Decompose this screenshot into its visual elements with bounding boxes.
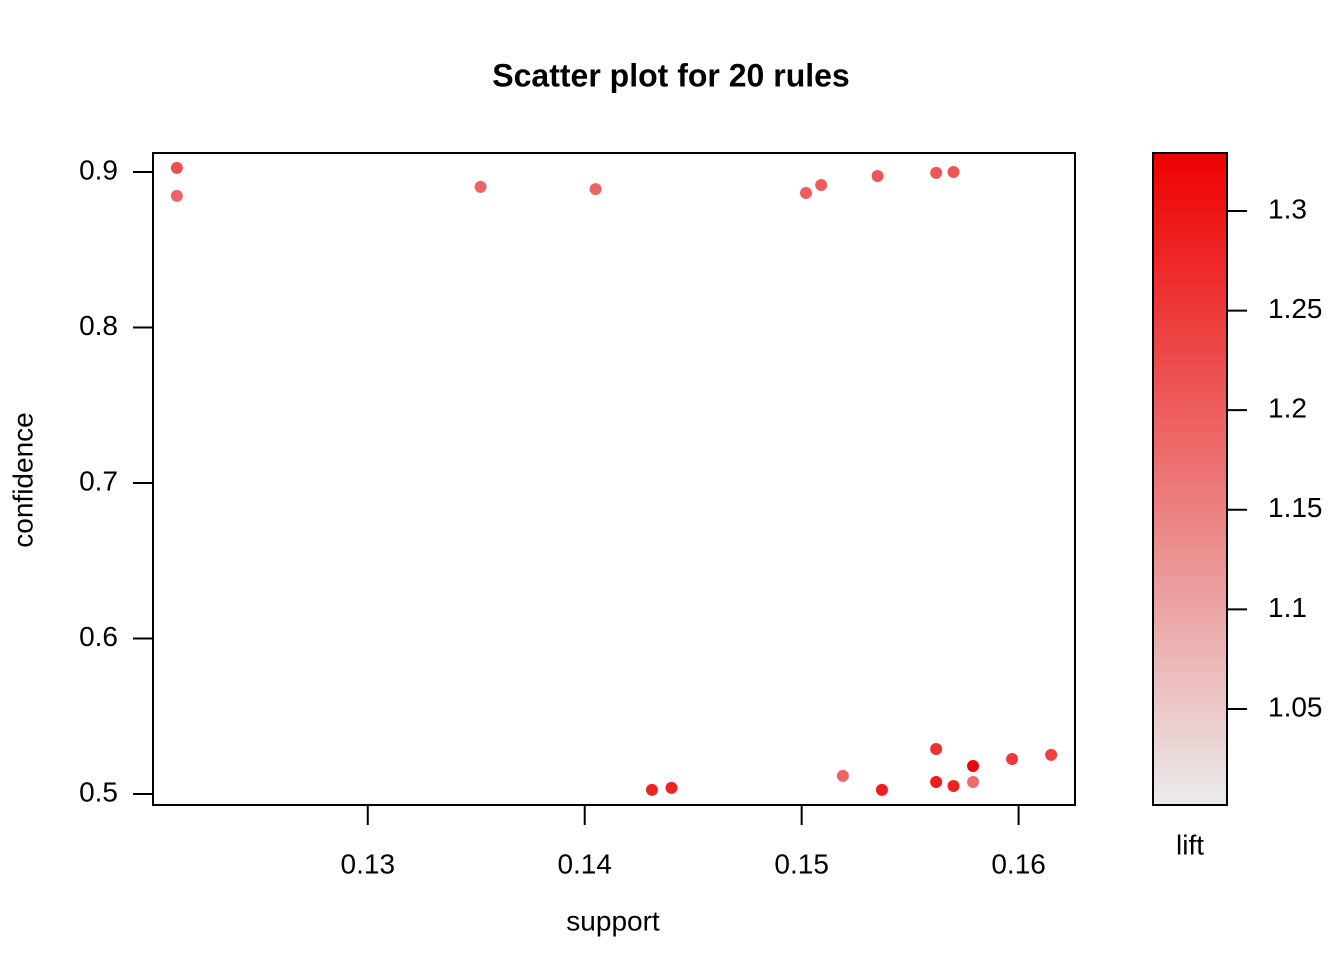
- point: [930, 743, 943, 756]
- point: [967, 759, 980, 772]
- point: [947, 780, 960, 793]
- colorbar-tick-label: 1.3: [1268, 193, 1307, 224]
- point: [665, 781, 678, 794]
- point: [967, 775, 980, 788]
- x-tick-label: 0.14: [557, 848, 612, 879]
- point: [930, 166, 943, 179]
- x-tick-label: 0.16: [991, 848, 1046, 879]
- y-tick-label: 0.6: [79, 621, 118, 652]
- point: [474, 180, 487, 193]
- point: [930, 775, 943, 788]
- point: [871, 170, 884, 183]
- colorbar-tick-label: 1.25: [1268, 293, 1323, 324]
- colorbar: [1152, 152, 1228, 806]
- x-tick-label: 0.13: [341, 848, 396, 879]
- point: [170, 189, 183, 202]
- point: [645, 783, 658, 796]
- x-tick-label: 0.15: [774, 848, 829, 879]
- x-axis-label: support: [566, 905, 660, 936]
- point: [875, 783, 888, 796]
- plot-frame: [152, 152, 1076, 806]
- y-tick-label: 0.5: [79, 776, 118, 807]
- point: [1006, 752, 1019, 765]
- y-tick-label: 0.7: [79, 465, 118, 496]
- colorbar-tick-label: 1.1: [1268, 592, 1307, 623]
- point: [799, 186, 812, 199]
- chart-title: Scatter plot for 20 rules: [492, 57, 849, 93]
- point: [836, 769, 849, 782]
- y-tick-label: 0.8: [79, 310, 118, 341]
- colorbar-tick-label: 1.15: [1268, 492, 1323, 523]
- point: [815, 179, 828, 192]
- colorbar-tick-label: 1.2: [1268, 393, 1307, 424]
- point: [589, 183, 602, 196]
- y-axis-label: confidence: [7, 412, 38, 547]
- point: [1045, 748, 1058, 761]
- colorbar-tick-label: 1.05: [1268, 691, 1323, 722]
- y-tick-label: 0.9: [79, 154, 118, 185]
- colorbar-label: lift: [1176, 829, 1204, 860]
- point: [947, 165, 960, 178]
- point: [170, 161, 183, 174]
